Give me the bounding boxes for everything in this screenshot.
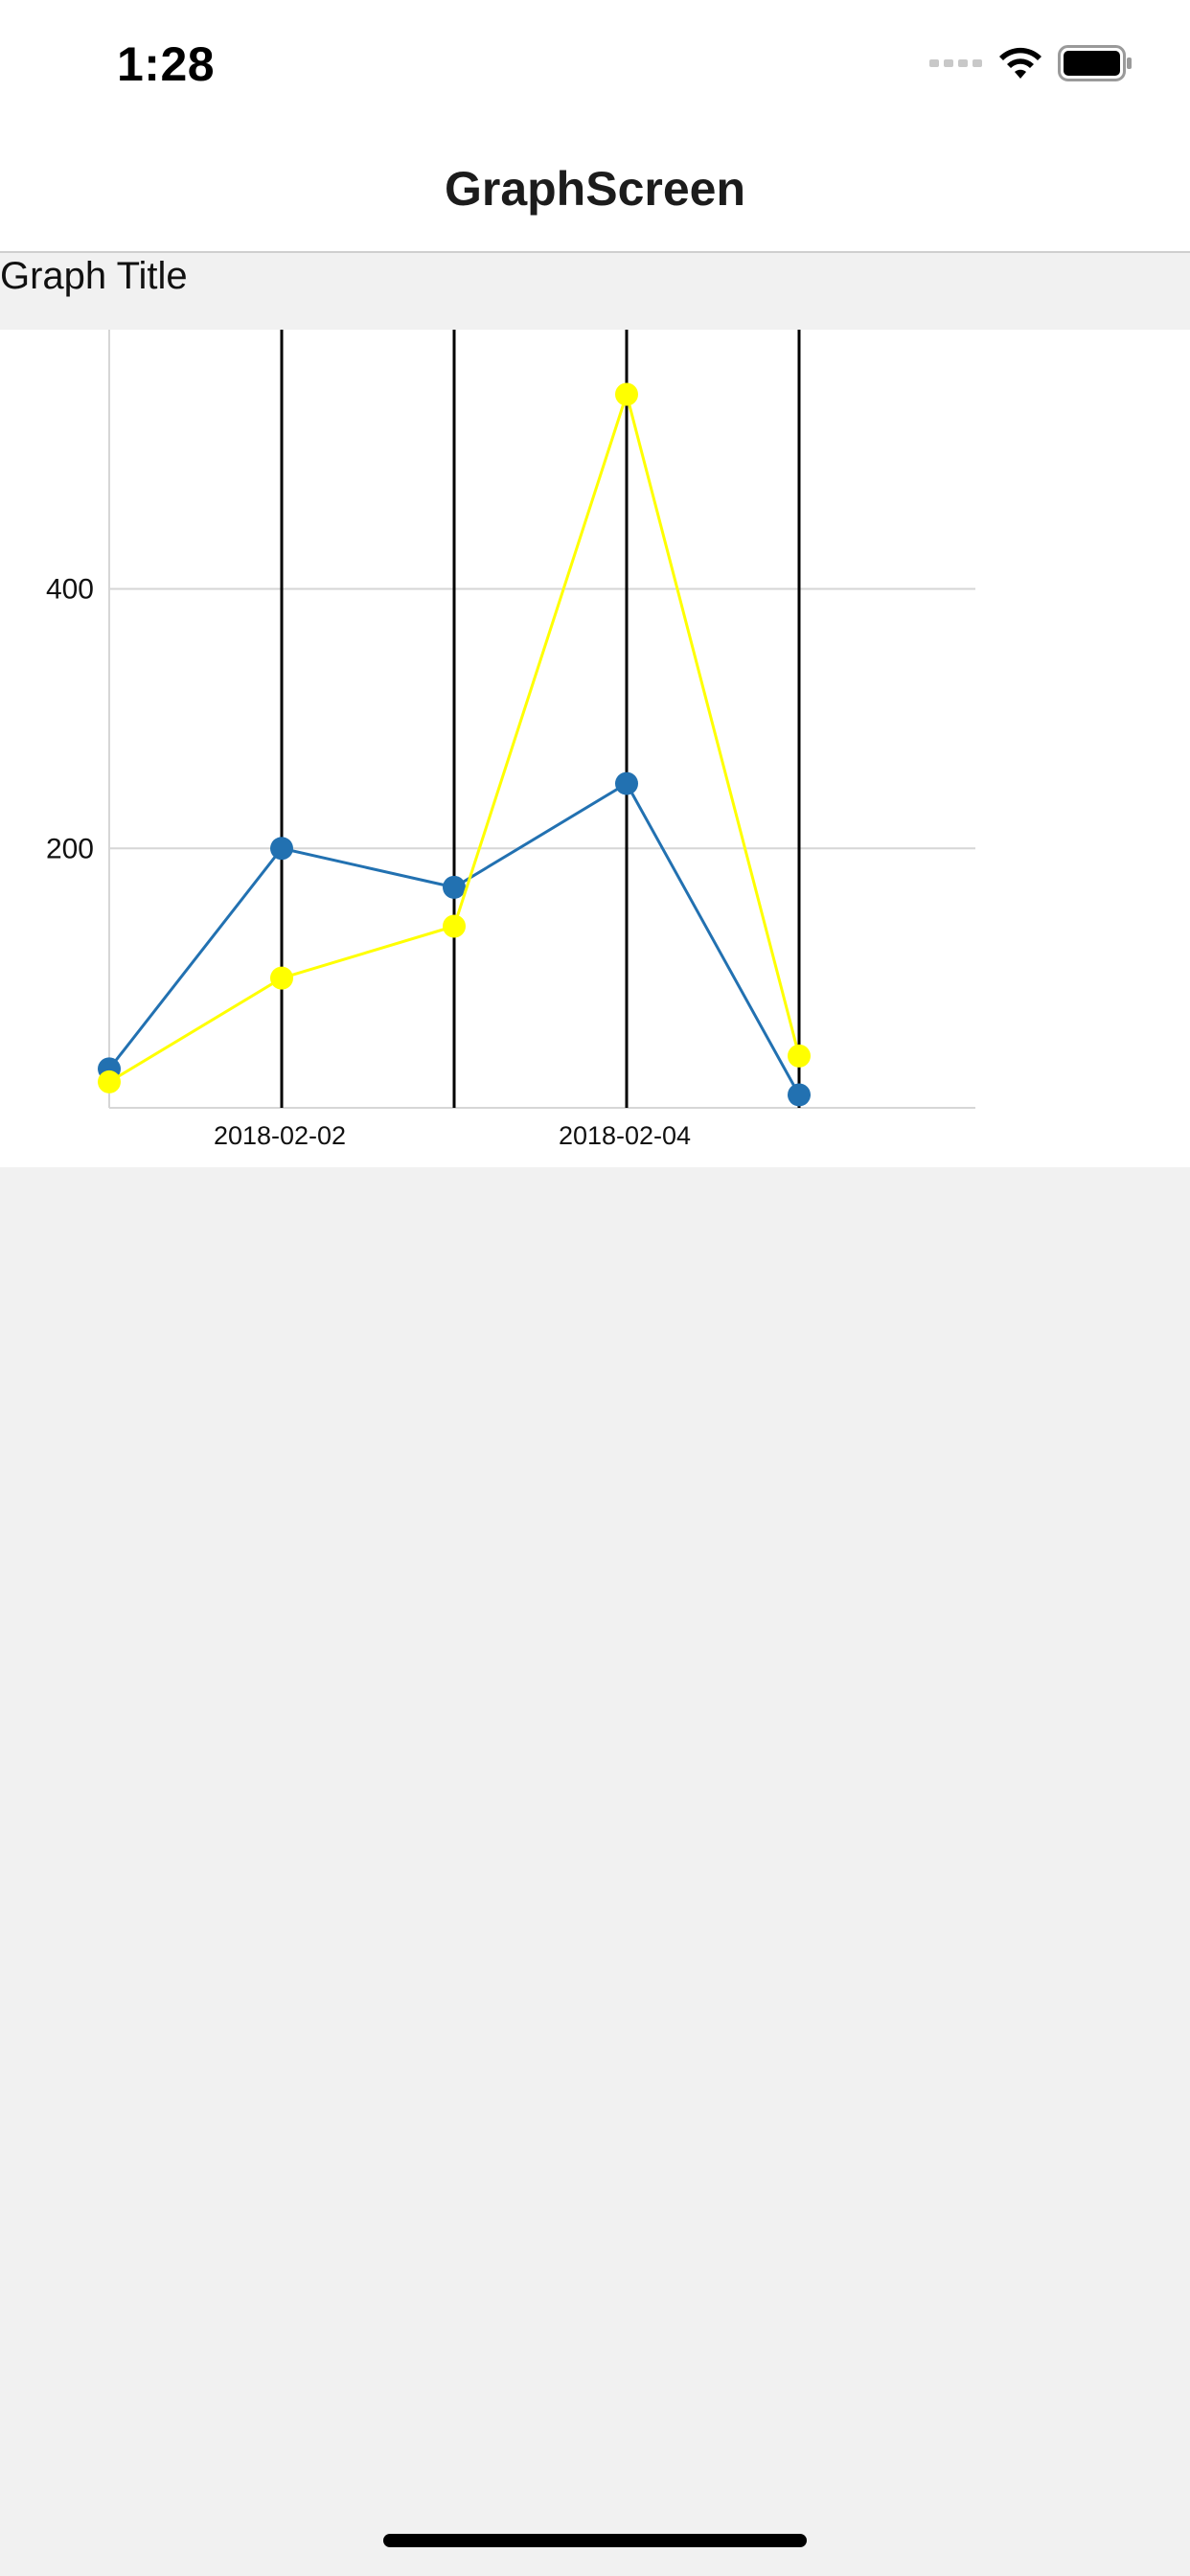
line-chart: 200 400 2018-02-02 2018-02-04 [0,330,1190,1167]
wifi-icon [999,47,1041,79]
graph-title-bar: Graph Title [0,255,1190,330]
x-tick-label: 2018-02-02 [214,1121,346,1150]
data-point-0-2 [443,875,466,899]
data-point-1-4 [788,1044,811,1068]
data-point-1-1 [270,966,293,990]
data-point-1-2 [443,914,466,938]
data-point-1-0 [98,1070,121,1093]
navigation-bar: GraphScreen [0,126,1190,253]
y-tick-label: 400 [46,574,94,606]
signal-dots-icon [929,59,982,67]
data-point-1-3 [615,382,638,406]
status-time: 1:28 [117,37,216,91]
data-point-0-3 [615,771,638,795]
home-indicator[interactable] [383,2534,807,2547]
battery-icon [1058,45,1132,81]
screen-title: GraphScreen [444,162,745,216]
x-tick-label: 2018-02-04 [559,1121,691,1150]
status-bar: 1:28 [0,0,1190,126]
status-icons [929,44,1133,82]
graph-title: Graph Title [0,255,188,297]
data-point-0-1 [270,837,293,861]
data-point-0-4 [788,1083,811,1107]
y-tick-label: 200 [46,833,94,864]
chart-canvas: 200 400 2018-02-02 2018-02-04 [46,330,975,1150]
